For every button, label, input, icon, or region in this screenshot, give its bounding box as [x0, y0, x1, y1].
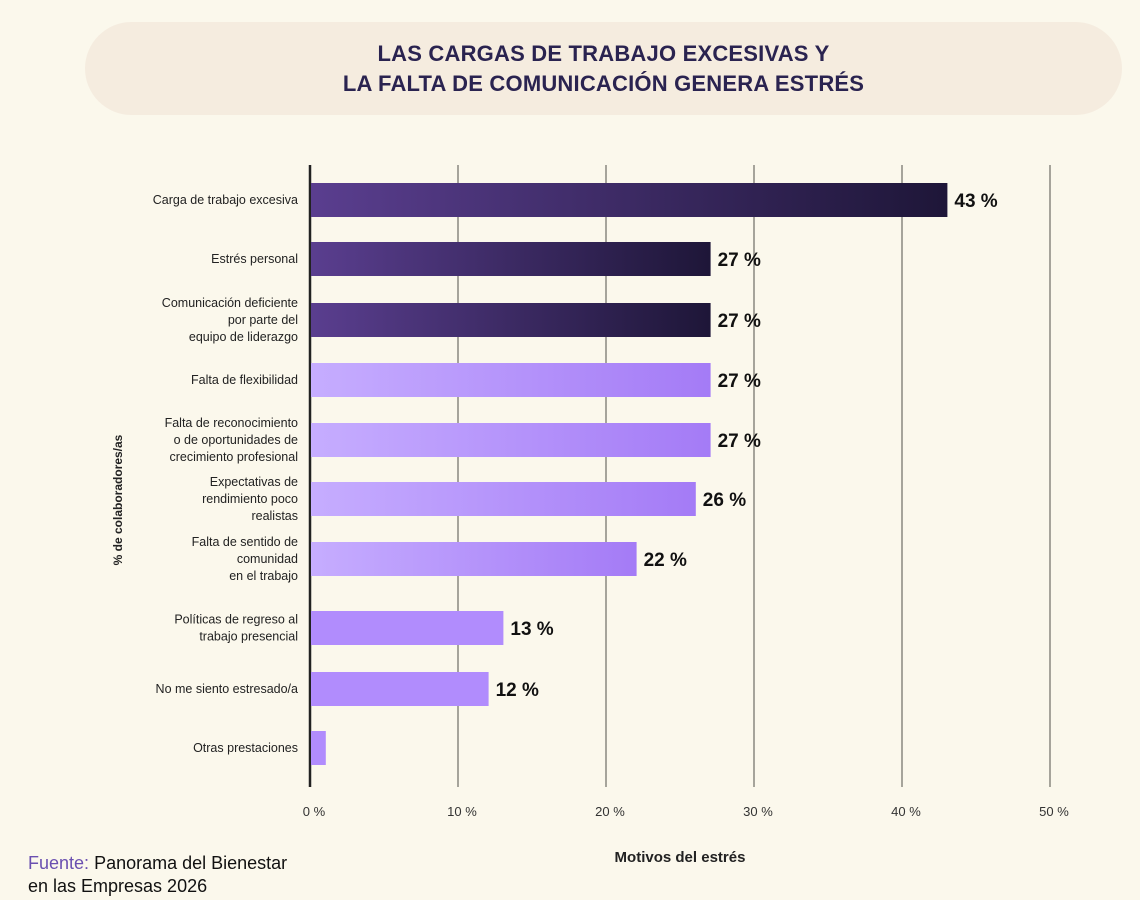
title-line-1: LAS CARGAS DE TRABAJO EXCESIVAS Y [377, 40, 830, 66]
bar [311, 482, 696, 516]
category-label: Falta de flexibilidad [191, 373, 298, 387]
category-label: Falta de sentido de [192, 535, 298, 549]
source-note: Fuente: Panorama del Bienestar en las Em… [28, 852, 287, 898]
x-tick-label: 0 % [303, 804, 326, 819]
category-label: No me siento estresado/a [156, 682, 298, 696]
category-label: en el trabajo [229, 569, 298, 583]
bar [311, 242, 711, 276]
category-label: equipo de liderazgo [189, 330, 298, 344]
category-label: rendimiento poco [202, 492, 298, 506]
data-label: 26 % [703, 490, 746, 511]
bar [311, 183, 948, 217]
x-tick-label: 40 % [891, 804, 921, 819]
x-axis-title: Motivos del estrés [615, 849, 746, 866]
chart-title: LAS CARGAS DE TRABAJO EXCESIVAS Y LA FAL… [85, 22, 1122, 115]
category-label: Falta de reconocimiento [165, 416, 298, 430]
bar [311, 363, 711, 397]
bar [311, 611, 504, 645]
data-label: 27 % [718, 431, 761, 452]
data-label: 22 % [644, 550, 687, 571]
source-line-2: en las Empresas 2026 [28, 876, 208, 896]
category-label: crecimiento profesional [169, 450, 298, 464]
x-tick-label: 10 % [447, 804, 477, 819]
bar [311, 542, 637, 576]
source-label: Fuente: [28, 853, 90, 873]
category-label: comunidad [237, 552, 298, 566]
data-label: 43 % [954, 191, 997, 212]
bar [311, 423, 711, 457]
data-label: 13 % [510, 619, 553, 640]
category-label: realistas [251, 509, 298, 523]
source-line-1: Panorama del Bienestar [94, 853, 288, 873]
data-label: 12 % [496, 680, 539, 701]
category-label: por parte del [228, 313, 298, 327]
category-label: Expectativas de [210, 475, 298, 489]
x-tick-label: 20 % [595, 804, 625, 819]
data-label: 27 % [718, 371, 761, 392]
category-label: trabajo presencial [199, 630, 298, 644]
category-label: Comunicación deficiente [162, 296, 298, 310]
data-label: 27 % [718, 311, 761, 332]
category-label: Estrés personal [211, 252, 298, 266]
title-line-2: LA FALTA DE COMUNICACIÓN GENERA ESTRÉS [342, 70, 865, 96]
bar [311, 731, 326, 765]
category-label: Carga de trabajo excesiva [153, 193, 298, 207]
category-label: Políticas de regreso al [174, 613, 298, 627]
x-tick-label: 30 % [743, 804, 773, 819]
category-label: Otras prestaciones [193, 741, 298, 755]
category-label: o de oportunidades de [174, 433, 298, 447]
bar [311, 672, 489, 706]
data-label: 27 % [718, 250, 761, 271]
x-tick-label: 50 % [1039, 804, 1069, 819]
y-axis-title: % de colaboradores/as [111, 434, 125, 565]
bar [311, 303, 711, 337]
